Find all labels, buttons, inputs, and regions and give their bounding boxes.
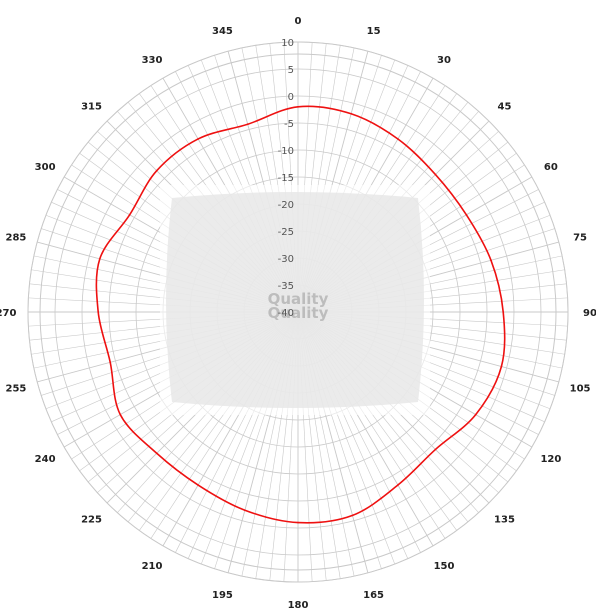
angle-tick-label: 315 bbox=[81, 102, 102, 113]
series-point bbox=[119, 413, 122, 416]
angle-tick-label: 120 bbox=[540, 454, 561, 465]
radial-tick-label: -20 bbox=[278, 200, 294, 211]
radial-tick-label: 0 bbox=[288, 92, 294, 103]
series-point bbox=[98, 258, 101, 260]
radial-tick-label: -5 bbox=[284, 119, 294, 130]
watermark-line-2: Quality bbox=[268, 304, 329, 322]
angle-tick-label: 60 bbox=[544, 162, 558, 173]
angle-tick-label: 105 bbox=[570, 384, 591, 395]
series-point bbox=[397, 138, 399, 140]
angle-tick-label: 225 bbox=[81, 514, 102, 525]
series-point bbox=[465, 214, 468, 216]
radial-tick-label: -10 bbox=[278, 146, 294, 157]
series-point bbox=[434, 173, 437, 176]
angle-tick-label: 165 bbox=[363, 590, 384, 601]
angle-tick-label: 345 bbox=[212, 26, 233, 37]
angle-tick-label: 180 bbox=[288, 600, 309, 608]
angle-tick-label: 330 bbox=[142, 55, 163, 66]
series-layer bbox=[95, 105, 506, 524]
radial-tick-label: 10 bbox=[281, 38, 294, 49]
watermark-panel bbox=[166, 192, 424, 408]
series-point bbox=[297, 106, 299, 108]
angle-tick-label: 195 bbox=[212, 590, 233, 601]
series-point bbox=[434, 448, 437, 451]
angle-tick-label: 255 bbox=[6, 384, 27, 395]
series-point bbox=[490, 259, 492, 262]
radial-tick-label: -40 bbox=[278, 308, 294, 319]
angle-tick-label: 150 bbox=[434, 561, 455, 572]
radial-tick-label: 5 bbox=[288, 65, 294, 76]
series-point bbox=[397, 484, 399, 486]
series-point bbox=[474, 413, 477, 416]
angle-tick-label: 15 bbox=[367, 26, 381, 37]
angle-labels: 0153045607590105120135150165180195210225… bbox=[0, 16, 596, 608]
angle-tick-label: 90 bbox=[583, 308, 596, 319]
angle-tick-label: 240 bbox=[35, 454, 56, 465]
series-point bbox=[502, 311, 505, 313]
angle-tick-label: 75 bbox=[573, 232, 587, 243]
angle-tick-label: 270 bbox=[0, 308, 16, 319]
angle-tick-label: 135 bbox=[494, 514, 515, 525]
series-point bbox=[297, 521, 299, 524]
series-point bbox=[128, 214, 131, 216]
series-point bbox=[155, 452, 158, 455]
radial-tick-label: -25 bbox=[278, 227, 294, 238]
series-point bbox=[500, 365, 503, 368]
radial-labels: 10 5 0 -5 -10 -15 -20 -25 -30 -35 -40 bbox=[278, 38, 294, 319]
angle-tick-label: 285 bbox=[6, 232, 27, 243]
angle-tick-label: 30 bbox=[437, 55, 451, 66]
angle-tick-label: 300 bbox=[35, 162, 56, 173]
angle-tick-label: 210 bbox=[142, 561, 163, 572]
series-point bbox=[97, 311, 99, 313]
watermark-line-1: Quality bbox=[268, 290, 329, 308]
radial-tick-label: -35 bbox=[278, 281, 294, 292]
series-point bbox=[350, 112, 352, 115]
series-point bbox=[246, 123, 249, 126]
series-point bbox=[351, 514, 354, 517]
series-point bbox=[155, 169, 158, 172]
series-point bbox=[244, 509, 246, 512]
series-point bbox=[197, 484, 199, 486]
series-point bbox=[109, 361, 112, 364]
watermark-overlay: Quality Quality bbox=[160, 185, 430, 415]
angle-tick-label: 0 bbox=[295, 16, 302, 27]
radial-tick-label: -15 bbox=[278, 173, 294, 184]
angle-tick-label: 45 bbox=[498, 102, 512, 113]
radial-tick-label: -30 bbox=[278, 254, 294, 265]
series-point bbox=[197, 138, 199, 140]
